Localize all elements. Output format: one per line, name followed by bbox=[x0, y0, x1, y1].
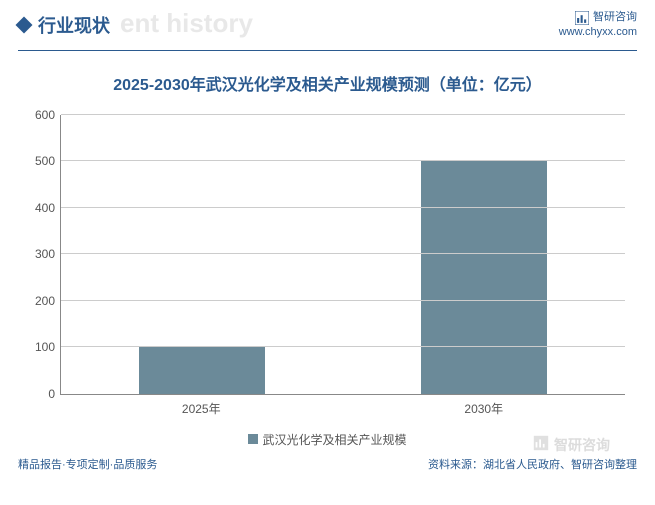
grid-line bbox=[61, 253, 625, 254]
header-right: 智研咨询 www.chyxx.com bbox=[559, 10, 637, 41]
y-tick-label: 500 bbox=[21, 154, 55, 168]
y-tick-label: 600 bbox=[21, 108, 55, 122]
diamond-icon bbox=[16, 17, 33, 34]
legend-swatch bbox=[248, 434, 258, 444]
bar-slot bbox=[61, 115, 343, 394]
brand-url: www.chyxx.com bbox=[559, 25, 637, 40]
grid-line bbox=[61, 207, 625, 208]
y-tick-label: 400 bbox=[21, 201, 55, 215]
y-tick-label: 300 bbox=[21, 247, 55, 261]
grid-line bbox=[61, 160, 625, 161]
header: 行业现状 智研咨询 www.chyxx.com bbox=[0, 0, 655, 45]
grid-line bbox=[61, 114, 625, 115]
x-axis-label: 2030年 bbox=[343, 400, 626, 417]
y-tick-label: 0 bbox=[21, 387, 55, 401]
brand-name: 智研咨询 bbox=[593, 10, 637, 25]
section-label: 行业现状 bbox=[38, 12, 110, 38]
header-rule bbox=[18, 50, 637, 51]
source-text: 资料来源：湖北省人民政府、智研咨询整理 bbox=[428, 456, 637, 472]
grid-line bbox=[61, 346, 625, 347]
x-axis-label: 2025年 bbox=[60, 400, 343, 417]
chart-area: 0100200300400500600 2025年2030年 bbox=[60, 115, 625, 425]
legend-label: 武汉光化学及相关产业规模 bbox=[262, 431, 406, 448]
plot: 0100200300400500600 bbox=[60, 115, 625, 395]
grid-line bbox=[61, 300, 625, 301]
bar bbox=[139, 347, 266, 394]
header-left: 行业现状 bbox=[18, 12, 110, 38]
bar-slot bbox=[343, 115, 625, 394]
bar bbox=[421, 161, 548, 394]
footer: 精品报告·专项定制·品质服务 资料来源：湖北省人民政府、智研咨询整理 bbox=[0, 448, 655, 482]
y-tick-label: 100 bbox=[21, 340, 55, 354]
bars-container bbox=[61, 115, 625, 394]
brand-line: 智研咨询 bbox=[559, 10, 637, 25]
footer-left: 精品报告·专项定制·品质服务 bbox=[18, 456, 157, 472]
y-tick-label: 200 bbox=[21, 294, 55, 308]
brand-bar-icon bbox=[575, 11, 589, 25]
chart-title: 2025-2030年武汉光化学及相关产业规模预测（单位：亿元） bbox=[0, 71, 655, 95]
x-axis-labels: 2025年2030年 bbox=[60, 400, 625, 417]
